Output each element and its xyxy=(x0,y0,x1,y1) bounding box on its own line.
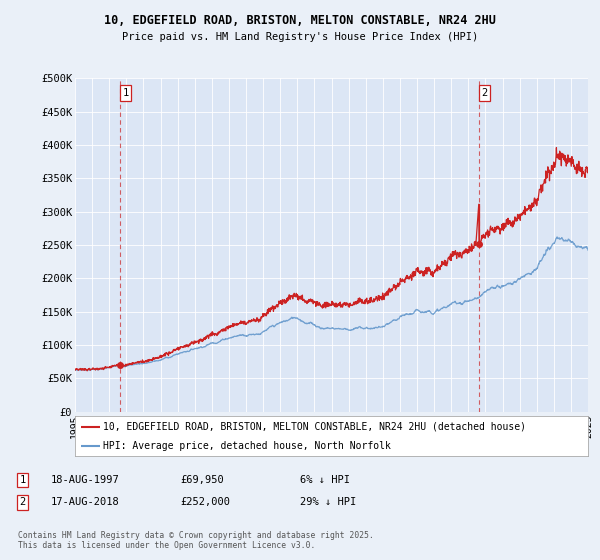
Text: 1: 1 xyxy=(122,88,129,98)
Text: 17-AUG-2018: 17-AUG-2018 xyxy=(51,497,120,507)
Text: Contains HM Land Registry data © Crown copyright and database right 2025.
This d: Contains HM Land Registry data © Crown c… xyxy=(18,531,374,550)
Text: 10, EDGEFIELD ROAD, BRISTON, MELTON CONSTABLE, NR24 2HU: 10, EDGEFIELD ROAD, BRISTON, MELTON CONS… xyxy=(104,14,496,27)
Text: 2: 2 xyxy=(20,497,26,507)
Text: 18-AUG-1997: 18-AUG-1997 xyxy=(51,475,120,485)
Text: 2: 2 xyxy=(482,88,488,98)
Text: £252,000: £252,000 xyxy=(180,497,230,507)
Text: HPI: Average price, detached house, North Norfolk: HPI: Average price, detached house, Nort… xyxy=(103,441,391,450)
Text: 1: 1 xyxy=(20,475,26,485)
Text: 10, EDGEFIELD ROAD, BRISTON, MELTON CONSTABLE, NR24 2HU (detached house): 10, EDGEFIELD ROAD, BRISTON, MELTON CONS… xyxy=(103,422,526,432)
Text: £69,950: £69,950 xyxy=(180,475,224,485)
Text: 29% ↓ HPI: 29% ↓ HPI xyxy=(300,497,356,507)
Text: 6% ↓ HPI: 6% ↓ HPI xyxy=(300,475,350,485)
Text: Price paid vs. HM Land Registry's House Price Index (HPI): Price paid vs. HM Land Registry's House … xyxy=(122,32,478,43)
